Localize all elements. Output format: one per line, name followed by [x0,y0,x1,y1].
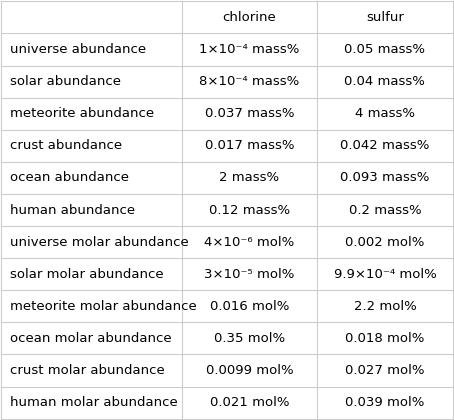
Text: 0.0099 mol%: 0.0099 mol% [206,364,293,377]
Text: ocean abundance: ocean abundance [10,171,129,184]
Text: universe molar abundance: universe molar abundance [10,236,189,249]
Text: 0.021 mol%: 0.021 mol% [210,396,289,409]
Text: 0.12 mass%: 0.12 mass% [209,204,290,216]
Text: 0.027 mol%: 0.027 mol% [345,364,424,377]
Text: solar molar abundance: solar molar abundance [10,268,164,281]
Text: human abundance: human abundance [10,204,136,216]
Text: meteorite molar abundance: meteorite molar abundance [10,300,197,313]
Text: 0.039 mol%: 0.039 mol% [345,396,424,409]
Text: chlorine: chlorine [222,11,276,24]
Text: 0.05 mass%: 0.05 mass% [345,43,425,56]
Text: 1×10⁻⁴ mass%: 1×10⁻⁴ mass% [199,43,300,56]
Text: 0.016 mol%: 0.016 mol% [210,300,289,313]
Text: 4 mass%: 4 mass% [355,107,415,120]
Text: ocean molar abundance: ocean molar abundance [10,332,172,345]
Text: solar abundance: solar abundance [10,75,121,88]
Text: crust abundance: crust abundance [10,139,123,152]
Text: 0.35 mol%: 0.35 mol% [214,332,285,345]
Text: 0.002 mol%: 0.002 mol% [345,236,424,249]
Text: meteorite abundance: meteorite abundance [10,107,154,120]
Text: 0.017 mass%: 0.017 mass% [205,139,294,152]
Text: 0.042 mass%: 0.042 mass% [340,139,429,152]
Text: human molar abundance: human molar abundance [10,396,178,409]
Text: sulfur: sulfur [366,11,404,24]
Text: crust molar abundance: crust molar abundance [10,364,165,377]
Text: 2 mass%: 2 mass% [219,171,280,184]
Text: universe abundance: universe abundance [10,43,147,56]
Text: 9.9×10⁻⁴ mol%: 9.9×10⁻⁴ mol% [334,268,436,281]
Text: 2.2 mol%: 2.2 mol% [354,300,416,313]
Text: 0.093 mass%: 0.093 mass% [340,171,429,184]
Text: 0.04 mass%: 0.04 mass% [345,75,425,88]
Text: 8×10⁻⁴ mass%: 8×10⁻⁴ mass% [199,75,300,88]
Text: 0.037 mass%: 0.037 mass% [205,107,294,120]
Text: 0.018 mol%: 0.018 mol% [345,332,424,345]
Text: 3×10⁻⁵ mol%: 3×10⁻⁵ mol% [204,268,295,281]
Text: 0.2 mass%: 0.2 mass% [349,204,421,216]
Text: 4×10⁻⁶ mol%: 4×10⁻⁶ mol% [204,236,295,249]
